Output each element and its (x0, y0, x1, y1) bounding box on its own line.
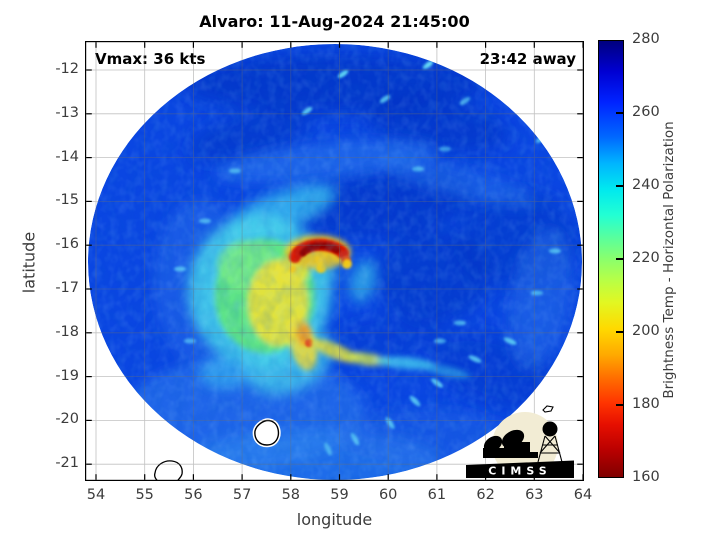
y-tick-label: -21 (55, 455, 79, 472)
y-tick-label: -20 (55, 411, 79, 428)
x-tick-label: 61 (427, 487, 447, 503)
colorbar-tick-label: 160 (632, 469, 660, 485)
y-tick-label: -13 (55, 104, 79, 121)
colorbar-tick-label: 200 (632, 323, 660, 339)
x-tick-label: 55 (135, 487, 154, 503)
plot-title: Alvaro: 11-Aug-2024 21:45:00 (199, 12, 470, 31)
storm-swath-image: CIMSS (85, 41, 584, 481)
colorbar-tick-mark (616, 331, 623, 333)
x-tick-label: 60 (378, 487, 398, 503)
colorbar-tick-mark (616, 404, 623, 406)
x-axis-title: longitude (296, 510, 373, 529)
cimss-logo: CIMSS (466, 412, 574, 478)
x-tick-label: 64 (573, 487, 593, 503)
colorbar-tick-label: 240 (632, 177, 660, 193)
colorbar-tick-mark (616, 112, 623, 114)
eta-annotation: 23:42 away (479, 50, 576, 68)
x-tick-label: 54 (86, 487, 106, 503)
x-tick-label: 63 (525, 487, 544, 503)
axis-tick-marks (86, 42, 584, 480)
colorbar-tick-mark (616, 185, 623, 187)
colorbar-tick-label: 280 (632, 31, 660, 47)
colorbar-tick-label: 220 (632, 250, 660, 266)
island-rodrigues (542, 405, 554, 413)
y-tick-label: -16 (55, 236, 79, 253)
colorbar-tick-label: 260 (632, 104, 660, 120)
x-tick-label: 59 (330, 487, 349, 503)
axes-frame (85, 41, 584, 481)
island-mauritius (252, 418, 281, 448)
x-tick-label: 62 (476, 487, 495, 503)
y-tick-label: -19 (55, 367, 79, 384)
y-tick-label: -15 (55, 192, 79, 209)
y-axis-title: latitude (19, 231, 39, 294)
vmax-annotation: Vmax: 36 kts (95, 50, 206, 68)
colorbar-title: Brightness Temp - Horizontal Polarizatio… (661, 121, 677, 399)
colorbar-tick-label: 180 (632, 396, 660, 412)
y-tick-label: -14 (55, 148, 79, 165)
swath-raster (88, 44, 582, 480)
cimss-logo-text: CIMSS (488, 465, 551, 478)
x-tick-label: 58 (281, 487, 301, 503)
x-tick-label: 56 (184, 487, 203, 503)
y-tick-label: -18 (55, 323, 79, 340)
y-tick-label: -12 (55, 61, 79, 77)
x-tick-label: 57 (232, 487, 252, 503)
colorbar-tick-mark (616, 258, 623, 260)
island-reunion (153, 460, 183, 481)
y-tick-label: -17 (55, 280, 79, 296)
